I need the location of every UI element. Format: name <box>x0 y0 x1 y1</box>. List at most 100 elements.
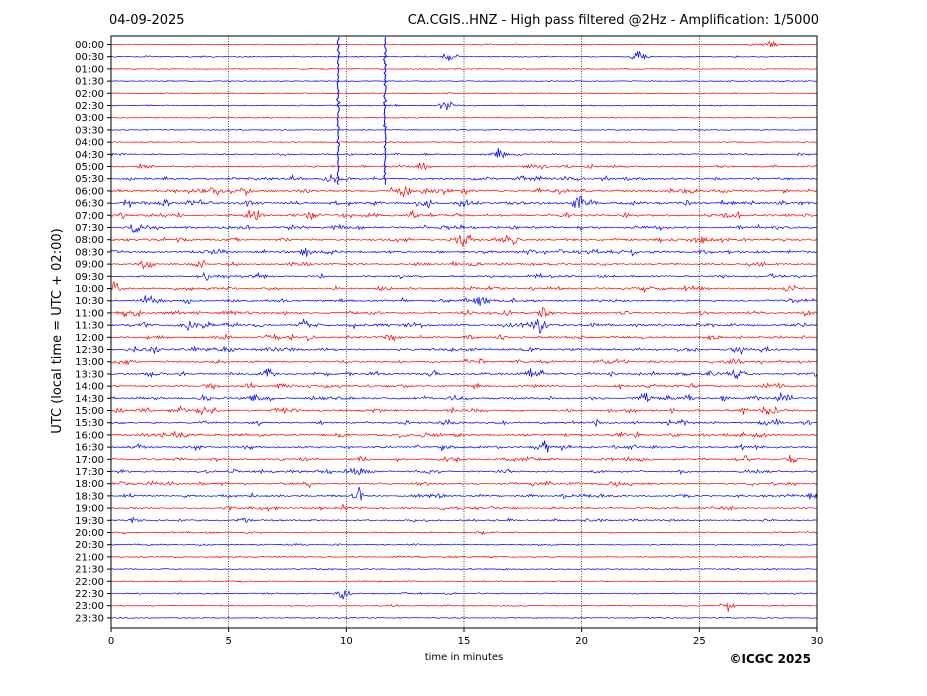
trace-row-18:00 <box>110 480 818 489</box>
trace-row-11:00 <box>110 306 818 318</box>
trace-row-18:30 <box>110 486 818 501</box>
vertical-grid <box>228 36 700 628</box>
y-tick-label-04:30: 04:30 <box>75 150 104 161</box>
trace-row-03:30 <box>110 128 818 131</box>
trace-row-04:30 <box>110 147 818 159</box>
trace-row-06:30 <box>110 196 818 209</box>
trace-row-13:00 <box>110 357 818 366</box>
y-tick-label-19:30: 19:30 <box>75 516 104 527</box>
trace-row-09:30 <box>110 271 818 281</box>
x-axis-label: time in minutes <box>425 652 504 663</box>
trace-row-14:00 <box>110 381 818 391</box>
y-tick-label-06:30: 06:30 <box>75 199 104 210</box>
y-tick-label-15:00: 15:00 <box>75 406 104 417</box>
y-tick-label-21:30: 21:30 <box>75 565 104 576</box>
chart-title: CA.CGIS..HNZ - High pass filtered @2Hz -… <box>408 13 819 28</box>
x-tick-label-5: 5 <box>225 636 231 647</box>
y-tick-label-10:30: 10:30 <box>75 296 104 307</box>
y-tick-label-14:00: 14:00 <box>75 382 104 393</box>
long-transients <box>336 36 388 185</box>
trace-row-20:00 <box>110 530 818 536</box>
trace-row-02:00 <box>110 92 818 95</box>
y-tick-label-05:30: 05:30 <box>75 174 104 185</box>
trace-row-22:30 <box>111 590 818 600</box>
y-tick-label-18:00: 18:00 <box>75 479 104 490</box>
trace-row-14:30 <box>110 392 818 403</box>
trace-row-23:30 <box>110 616 818 619</box>
x-tick-label-0: 0 <box>108 636 114 647</box>
trace-row-00:00 <box>110 40 818 48</box>
y-tick-label-01:00: 01:00 <box>75 64 104 75</box>
trace-row-05:30 <box>110 174 818 184</box>
trace-row-06:00 <box>110 185 818 198</box>
y-tick-label-11:30: 11:30 <box>75 321 104 332</box>
trace-row-03:00 <box>110 116 818 119</box>
trace-row-01:30 <box>111 79 818 83</box>
y-tick-label-13:00: 13:00 <box>75 357 104 368</box>
y-tick-label-17:00: 17:00 <box>75 455 104 466</box>
trace-row-10:00 <box>110 280 818 294</box>
plot-frame <box>110 35 818 629</box>
y-tick-label-11:00: 11:00 <box>75 308 104 319</box>
y-tick-label-20:30: 20:30 <box>75 540 104 551</box>
trace-row-04:00 <box>110 140 817 144</box>
y-tick-label-17:30: 17:30 <box>75 467 104 478</box>
trace-row-08:30 <box>110 247 818 258</box>
x-tick-label-10: 10 <box>340 636 353 647</box>
x-tick-labels: 0 5 10 15 20 25 30 <box>108 628 823 647</box>
trace-row-12:30 <box>110 345 818 356</box>
y-tick-label-16:00: 16:00 <box>75 430 104 441</box>
y-tick-label-22:30: 22:30 <box>75 589 104 600</box>
trace-row-22:00 <box>110 579 818 583</box>
trace-row-16:00 <box>110 430 818 439</box>
trace-row-00:30 <box>111 51 818 62</box>
y-tick-label-06:00: 06:00 <box>75 186 104 197</box>
y-tick-label-23:30: 23:30 <box>75 613 104 624</box>
x-tick-label-15: 15 <box>458 636 471 647</box>
y-tick-label-00:30: 00:30 <box>75 52 104 63</box>
trace-row-13:30 <box>111 368 818 379</box>
y-tick-label-18:30: 18:30 <box>75 491 104 502</box>
trace-row-12:00 <box>110 333 818 342</box>
trace-row-17:00 <box>110 454 818 464</box>
y-tick-label-03:00: 03:00 <box>75 113 104 124</box>
y-tick-label-10:00: 10:00 <box>75 284 104 295</box>
trace-row-21:30 <box>110 567 818 571</box>
trace-row-11:30 <box>110 318 818 334</box>
y-axis-label: UTC (local time = UTC + 02:00) <box>50 228 65 433</box>
y-tick-label-14:30: 14:30 <box>75 394 104 405</box>
y-tick-label-09:00: 09:00 <box>75 260 104 271</box>
trace-row-23:00 <box>110 602 818 612</box>
long-transient-1 <box>382 37 388 185</box>
trace-row-07:00 <box>110 209 818 221</box>
trace-row-21:00 <box>111 555 818 559</box>
trace-row-01:00 <box>110 67 818 70</box>
y-tick-label-20:00: 20:00 <box>75 528 104 539</box>
y-tick-label-08:00: 08:00 <box>75 235 104 246</box>
trace-row-09:00 <box>110 259 818 270</box>
y-tick-label-04:00: 04:00 <box>75 138 104 149</box>
y-tick-label-07:30: 07:30 <box>75 223 104 234</box>
y-tick-label-21:00: 21:00 <box>75 552 104 563</box>
trace-row-15:30 <box>110 418 818 428</box>
x-tick-label-20: 20 <box>575 636 588 647</box>
y-tick-label-16:30: 16:30 <box>75 443 104 454</box>
x-tick-label-25: 25 <box>693 636 706 647</box>
y-tick-label-07:00: 07:00 <box>75 211 104 222</box>
y-tick-label-00:00: 00:00 <box>75 40 104 51</box>
y-tick-label-09:30: 09:30 <box>75 272 104 283</box>
trace-row-02:30 <box>110 101 818 111</box>
y-tick-label-01:30: 01:30 <box>75 77 104 88</box>
trace-row-16:30 <box>111 440 818 453</box>
trace-row-07:30 <box>110 223 818 234</box>
trace-row-20:30 <box>110 542 818 547</box>
y-tick-label-12:00: 12:00 <box>75 333 104 344</box>
trace-rows <box>110 40 818 619</box>
trace-row-19:00 <box>110 503 818 512</box>
y-tick-label-02:30: 02:30 <box>75 101 104 112</box>
y-tick-label-02:00: 02:00 <box>75 89 104 100</box>
y-tick-label-08:30: 08:30 <box>75 247 104 258</box>
y-tick-label-22:00: 22:00 <box>75 577 104 588</box>
